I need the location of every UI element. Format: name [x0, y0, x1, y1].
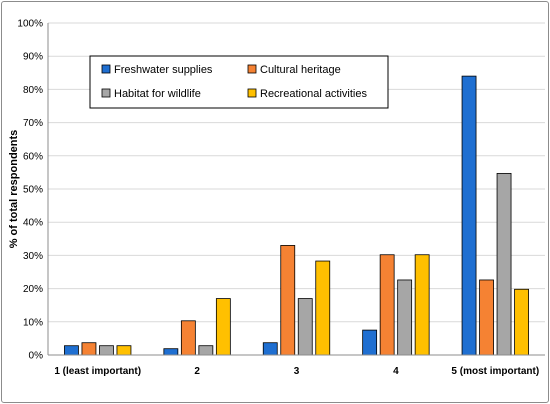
y-tick-label: 60% [23, 151, 43, 162]
bar-habitat-for-wildlife [99, 345, 114, 356]
x-tick-label: 1 (least important) [54, 366, 141, 377]
bar-freshwater-supplies [262, 342, 278, 356]
legend-label: Habitat for wildlife [114, 88, 201, 100]
bars [64, 75, 529, 356]
legend-swatch [247, 64, 257, 74]
y-tick-label: 80% [23, 85, 43, 96]
bar-recreational-activities [215, 298, 231, 356]
y-tick-label: 10% [23, 317, 43, 328]
y-tick-labels: 0% 10% 20% 30% 40% 50% 60% 70% 80% 90% 100% [17, 19, 43, 362]
y-tick-label: 20% [23, 284, 43, 295]
legend-label: Cultural heritage [260, 64, 341, 76]
y-tick-label: 40% [23, 218, 43, 229]
y-tick-label: 50% [23, 185, 43, 196]
y-tick-label: 0% [29, 351, 44, 362]
bar-cultural-heritage [379, 254, 395, 356]
bar-habitat-for-wildlife [496, 172, 512, 356]
bar-recreational-activities [514, 288, 529, 356]
legend-swatch [101, 64, 111, 74]
y-tick-label: 90% [23, 52, 43, 63]
y-tick-label: 30% [23, 251, 43, 262]
legend-box [89, 55, 389, 109]
bar-freshwater-supplies [362, 329, 378, 356]
bar-habitat-for-wildlife [198, 345, 214, 356]
bar-cultural-heritage [180, 320, 196, 356]
legend-swatch [101, 88, 111, 98]
x-tick-labels: 1 (least important) 2 3 4 5 (most important) [54, 366, 539, 377]
x-tick-label: 3 [294, 366, 300, 377]
x-tick-label: 5 (most important) [451, 366, 539, 377]
y-tick-label: 100% [17, 19, 43, 30]
y-tick-label: 70% [23, 118, 43, 129]
x-tick-label: 2 [194, 366, 200, 377]
legend-label: Recreational activities [260, 88, 367, 100]
bar-recreational-activities [315, 260, 331, 356]
legend-label: Freshwater supplies [114, 64, 213, 76]
bar-recreational-activities [414, 254, 430, 356]
legend: Freshwater supplies Cultural heritage Habi… [89, 55, 389, 109]
legend-swatch [247, 88, 257, 98]
bar-freshwater-supplies [64, 345, 79, 356]
bar-freshwater-supplies [163, 348, 179, 356]
bar-recreational-activities [116, 345, 132, 356]
bar-cultural-heritage [479, 279, 494, 356]
axes [47, 23, 545, 356]
bar-habitat-for-wildlife [297, 298, 313, 356]
bar-freshwater-supplies [461, 75, 477, 356]
y-axis-label: % of total respondents [8, 130, 20, 249]
x-tick-label: 4 [393, 366, 399, 377]
bar-cultural-heritage [280, 245, 296, 356]
bar-cultural-heritage [81, 342, 97, 356]
bar-habitat-for-wildlife [397, 279, 413, 356]
